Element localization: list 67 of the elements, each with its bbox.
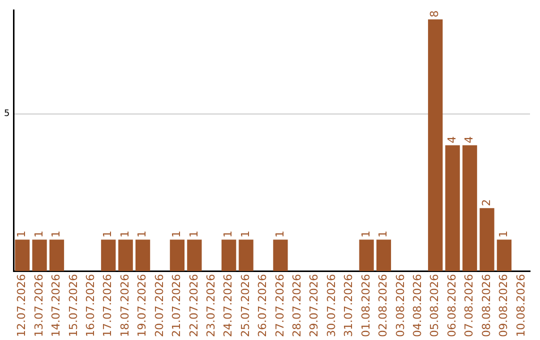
- x-tick-label: 13.07.2026: [32, 274, 46, 338]
- data-label: 1: [238, 230, 252, 238]
- x-tick-label: 02.08.2026: [376, 274, 390, 338]
- bar: [135, 240, 150, 272]
- x-tick-label: 12.07.2026: [15, 274, 28, 338]
- bar: [187, 240, 202, 272]
- data-label: 1: [32, 230, 46, 238]
- data-label: 4: [462, 136, 476, 144]
- bar: [376, 240, 392, 272]
- x-tick-label: 08.08.2026: [480, 274, 493, 338]
- x-tick-label: 07.08.2026: [462, 274, 476, 338]
- data-label: 1: [273, 230, 286, 238]
- bar: [445, 145, 460, 272]
- data-label: 4: [445, 136, 458, 144]
- x-tick-label: 21.07.2026: [170, 274, 184, 338]
- x-tick-label: 03.08.2026: [394, 274, 407, 338]
- x-tick-label: 19.07.2026: [136, 274, 149, 338]
- x-tick-label: 28.07.2026: [290, 274, 304, 338]
- x-tick-label: 04.08.2026: [411, 274, 424, 338]
- x-tick-label: 10.08.2026: [514, 274, 528, 338]
- data-label: 1: [136, 230, 149, 238]
- data-label: 1: [376, 230, 390, 238]
- bar: [273, 240, 288, 272]
- x-tick-label: 31.07.2026: [342, 274, 356, 338]
- bar: [32, 240, 47, 272]
- bar: [222, 240, 236, 272]
- x-tick-label: 26.07.2026: [256, 274, 270, 338]
- x-tick-label: 24.07.2026: [222, 274, 235, 338]
- data-label: 1: [118, 230, 132, 238]
- x-tick-label: 05.08.2026: [428, 274, 442, 338]
- x-tick-label: 17.07.2026: [101, 274, 114, 338]
- data-label: 8: [428, 10, 442, 18]
- x-tick-label: 06.08.2026: [445, 274, 458, 338]
- bar: [101, 240, 116, 272]
- data-label: 1: [187, 230, 200, 238]
- bar: [480, 208, 494, 272]
- bar: [359, 240, 374, 272]
- x-tick-label: 14.07.2026: [50, 274, 63, 338]
- bar: [496, 240, 512, 272]
- x-tick-label: 23.07.2026: [204, 274, 218, 338]
- bar: [462, 145, 478, 272]
- x-tick-label: 27.07.2026: [273, 274, 286, 338]
- bar: [15, 240, 30, 272]
- x-tick-label: 20.07.2026: [152, 274, 166, 338]
- bar: [238, 240, 254, 272]
- x-tick-label: 16.07.2026: [84, 274, 98, 338]
- x-tick-label: 09.08.2026: [497, 274, 510, 338]
- data-label: 1: [15, 230, 28, 238]
- bar: [118, 240, 133, 272]
- x-tick-label: 18.07.2026: [118, 274, 132, 338]
- bar: [49, 240, 64, 272]
- data-label: 1: [497, 230, 510, 238]
- data-label: 1: [170, 230, 184, 238]
- data-label: 1: [222, 230, 235, 238]
- x-tick-label: 25.07.2026: [238, 274, 252, 338]
- x-tick-label: 01.08.2026: [359, 274, 372, 338]
- data-label: 1: [50, 230, 63, 238]
- data-label: 1: [359, 230, 372, 238]
- data-label: 2: [480, 199, 493, 206]
- bar: [170, 240, 185, 272]
- x-tick-label: 15.07.2026: [66, 274, 80, 338]
- bar: [428, 19, 443, 272]
- data-label: 1: [101, 230, 114, 238]
- x-tick-label: 30.07.2026: [324, 274, 338, 338]
- x-tick-label: 22.07.2026: [187, 274, 200, 338]
- x-tick-label: 29.07.2026: [308, 274, 321, 338]
- y-tick-label: 5: [4, 109, 10, 120]
